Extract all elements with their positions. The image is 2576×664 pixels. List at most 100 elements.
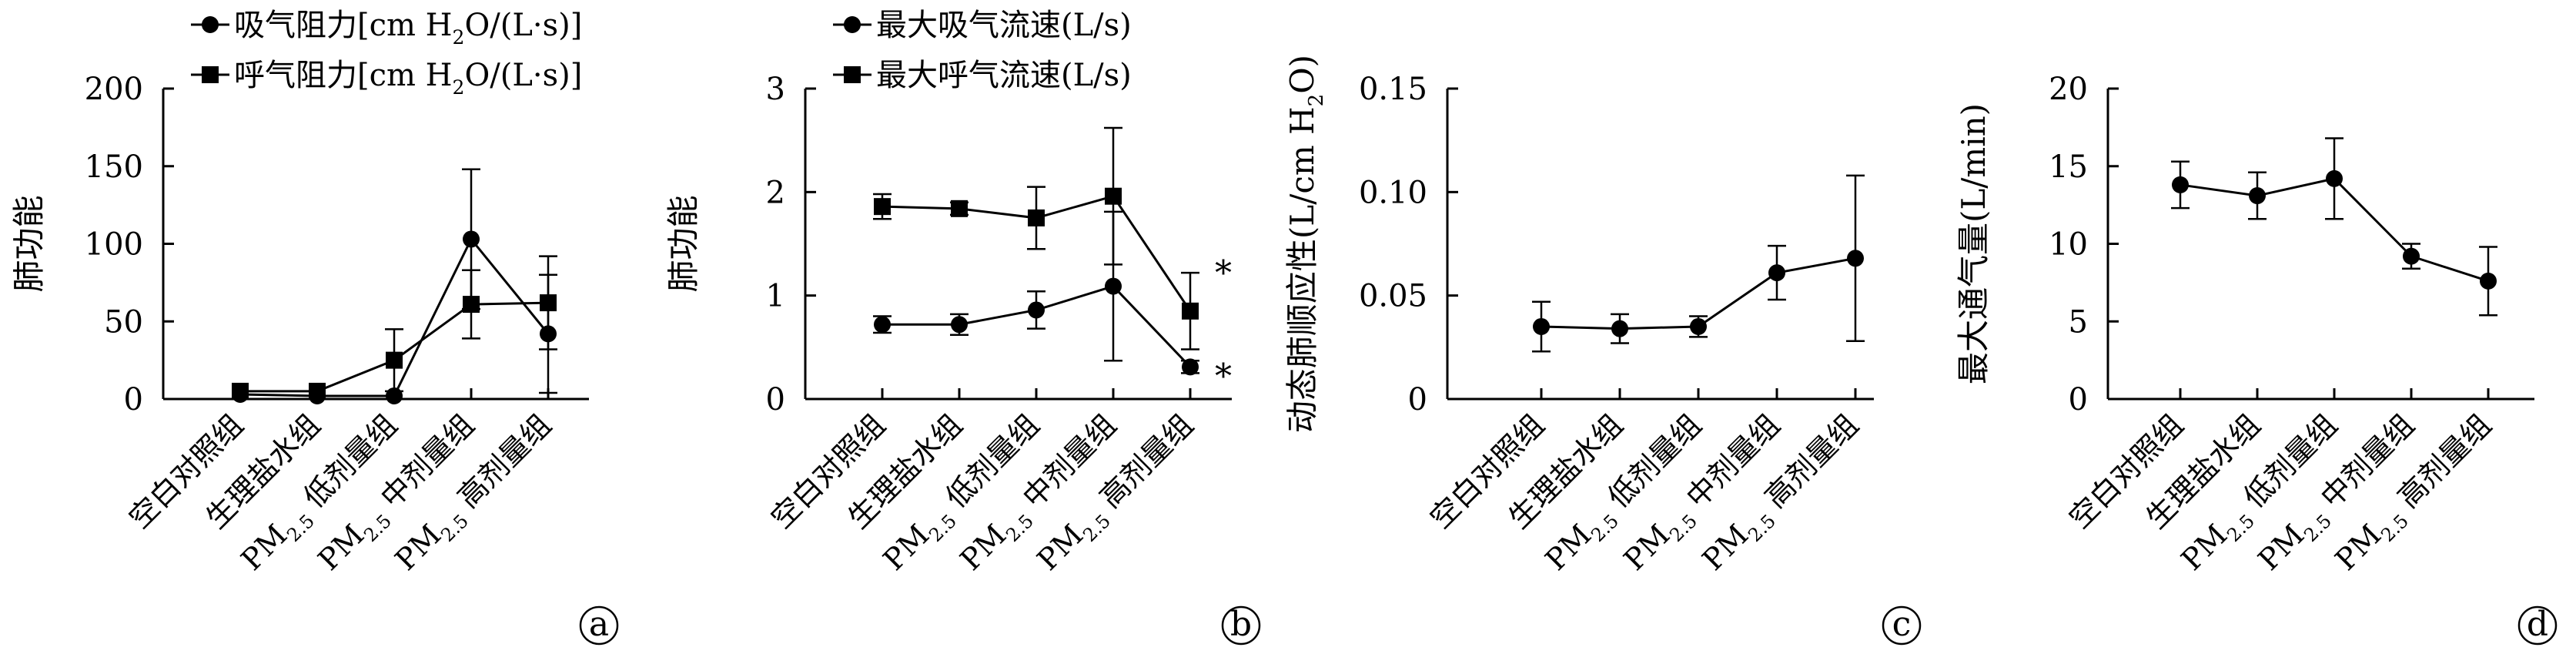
- y-tick-label: 0: [2069, 382, 2088, 418]
- circle-marker: [951, 316, 968, 334]
- text-main: PM: [312, 518, 371, 577]
- circle-marker: [1611, 320, 1628, 337]
- text-main: O): [1283, 55, 1321, 94]
- y-tick-label: 200: [85, 72, 143, 107]
- y-tick-label: 15: [2049, 149, 2088, 185]
- square-marker: [386, 351, 403, 369]
- text-main: PM: [954, 518, 1013, 577]
- y-tick-label: 0.10: [1359, 175, 1427, 210]
- square-marker: [874, 198, 891, 216]
- square-legend-icon: [202, 66, 219, 83]
- circle-marker: [2326, 169, 2343, 187]
- text-subscript: 2: [453, 26, 465, 49]
- text-main: PM: [1696, 518, 1755, 577]
- square-marker: [540, 294, 557, 312]
- series-0: [873, 210, 1199, 376]
- y-tick-label: 100: [85, 227, 143, 263]
- legend-item: 吸气阻力[cm H2O/(L·s)]: [191, 8, 582, 49]
- panel-label: a: [589, 605, 609, 644]
- panel-label: b: [1230, 605, 1252, 644]
- square-marker: [463, 296, 480, 314]
- y-tick-label: 20: [2049, 72, 2088, 107]
- y-axis-label: 肺功能: [664, 195, 702, 292]
- y-tick-label: 50: [104, 304, 143, 340]
- text-main: 动态肺顺应性(L/cm H: [1283, 106, 1321, 433]
- square-marker: [1182, 302, 1199, 320]
- y-tick-label: 0: [1408, 382, 1427, 418]
- circle-marker: [1028, 301, 1045, 319]
- y-tick-label: 0.15: [1359, 72, 1427, 107]
- circle-marker: [1847, 250, 1864, 267]
- panel-label-circle: [1882, 605, 1922, 646]
- legend-label: 最大吸气流速(L/s): [876, 8, 1132, 43]
- legend-label: 吸气阻力[cm H2O/(L·s)]: [234, 8, 582, 49]
- circle-legend-icon: [202, 16, 219, 33]
- square-legend-icon: [844, 66, 861, 83]
- text-main: O/(L·s)]: [464, 8, 582, 43]
- text-main: PM: [389, 518, 448, 577]
- legend-item: 最大呼气流速(L/s): [833, 58, 1132, 93]
- series-1: [232, 255, 557, 400]
- circle-marker: [463, 230, 480, 248]
- y-tick-label: 150: [85, 149, 143, 185]
- significance-star: *: [1215, 357, 1232, 397]
- text-main: 最大呼气流速(L/s): [876, 58, 1132, 93]
- text-main: PM: [877, 518, 936, 577]
- panel-label: c: [1892, 605, 1912, 644]
- square-marker: [309, 382, 326, 400]
- circle-marker: [2480, 272, 2497, 290]
- circle-marker: [1533, 317, 1550, 335]
- text-main: PM: [1031, 518, 1090, 577]
- circle-marker: [2403, 247, 2420, 265]
- y-tick-label: 3: [766, 72, 785, 107]
- panel-label-circle: [2517, 605, 2558, 646]
- y-tick-label: 5: [2069, 304, 2088, 340]
- square-marker: [232, 382, 249, 400]
- y-axis-label: 动态肺顺应性(L/cm H2O): [1283, 55, 1328, 433]
- y-tick-label: 0.05: [1359, 279, 1427, 314]
- text-subscript: 2: [1305, 94, 1328, 107]
- text-subscript: 2: [453, 76, 465, 99]
- text-main: PM: [2329, 518, 2388, 577]
- square-marker: [951, 200, 968, 217]
- text-main: PM: [1539, 518, 1598, 577]
- circle-legend-icon: [844, 16, 861, 33]
- text-main: O/(L·s)]: [464, 58, 582, 93]
- square-marker: [1105, 187, 1122, 205]
- legend-item: 最大吸气流速(L/s): [833, 8, 1132, 43]
- series-0: [2171, 137, 2497, 317]
- circle-marker: [1105, 277, 1122, 295]
- y-tick-label: 0: [124, 382, 143, 418]
- circle-marker: [1182, 358, 1199, 376]
- circle-marker: [1768, 264, 1785, 282]
- y-tick-label: 10: [2049, 227, 2088, 263]
- circle-marker: [1690, 317, 1707, 335]
- text-main: PM: [235, 518, 294, 577]
- y-tick-label: 0: [766, 382, 785, 418]
- text-main: PM: [2252, 518, 2311, 577]
- text-main: PM: [2175, 518, 2234, 577]
- square-marker: [1028, 209, 1045, 226]
- text-main: 吸气阻力[cm H: [234, 8, 453, 43]
- panel-label-circle: [1221, 605, 1261, 646]
- series-0: [1532, 174, 1865, 353]
- circle-marker: [874, 316, 891, 334]
- circle-marker: [2172, 176, 2189, 193]
- text-main: 最大吸气流速(L/s): [876, 8, 1132, 43]
- y-axis-label: 肺功能: [10, 195, 48, 292]
- panel-label-circle: [579, 605, 619, 646]
- text-main: PM: [1618, 518, 1677, 577]
- circle-marker: [2249, 187, 2266, 205]
- legend-label: 最大呼气流速(L/s): [876, 58, 1132, 93]
- text-main: 呼气阻力[cm H: [234, 58, 453, 93]
- y-axis-label: 最大通气量(L/min): [1955, 103, 1992, 384]
- series-1: [873, 126, 1199, 350]
- legend-label: 呼气阻力[cm H2O/(L·s)]: [234, 58, 582, 99]
- significance-star: *: [1215, 253, 1232, 293]
